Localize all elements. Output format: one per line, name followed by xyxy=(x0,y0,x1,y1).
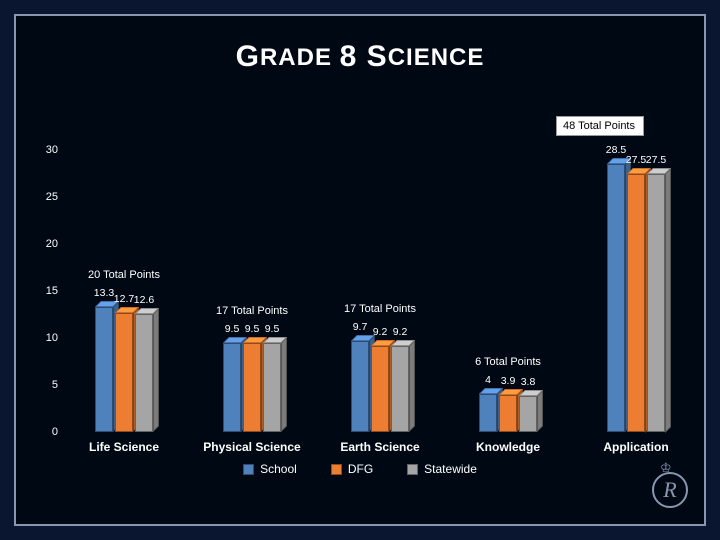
value-label: 9.2 xyxy=(373,326,388,338)
y-tick: 5 xyxy=(32,379,58,391)
y-tick: 30 xyxy=(32,144,58,156)
value-label: 28.5 xyxy=(606,144,626,156)
value-label: 27.5 xyxy=(646,154,666,166)
bar: 9.2 xyxy=(391,346,409,432)
group-total-label: 17 Total Points xyxy=(344,303,416,315)
bar-group: Earth Science17 Total Points9.79.29.2 xyxy=(350,150,410,432)
bar: 4 xyxy=(479,394,497,432)
legend-swatch-school xyxy=(243,464,254,475)
bar: 12.6 xyxy=(135,314,153,432)
bar: 27.5 xyxy=(647,174,665,433)
title-8: 8 xyxy=(340,40,367,73)
total-points-callout: 48 Total Points xyxy=(556,116,644,136)
legend-item-dfg: DFG xyxy=(331,462,373,476)
legend-label-statewide: Statewide xyxy=(424,462,477,476)
total-points-callout-text: 48 Total Points xyxy=(563,120,635,132)
value-label: 4 xyxy=(485,374,491,386)
emblem-letter: R xyxy=(652,472,688,508)
category-label: Life Science xyxy=(89,440,159,454)
legend: School DFG Statewide xyxy=(16,462,704,476)
value-label: 9.5 xyxy=(245,323,260,335)
slide-title: GRADE 8 SCIENCE xyxy=(16,40,704,74)
category-label: Physical Science xyxy=(203,440,300,454)
y-tick: 25 xyxy=(32,191,58,203)
chart-area: 051015202530 Life Science20 Total Points… xyxy=(60,150,696,432)
title-cience: CIENCE xyxy=(388,44,485,71)
title-rade: RADE xyxy=(260,44,340,71)
bar-group: Application28.527.527.5 xyxy=(606,150,666,432)
bar: 3.9 xyxy=(499,395,517,432)
bar: 9.2 xyxy=(371,346,389,432)
value-label: 3.8 xyxy=(521,376,536,388)
value-label: 9.5 xyxy=(265,323,280,335)
legend-label-school: School xyxy=(260,462,297,476)
y-axis: 051015202530 xyxy=(32,150,58,432)
category-label: Application xyxy=(603,440,668,454)
category-label: Earth Science xyxy=(340,440,419,454)
bar-group: Knowledge6 Total Points43.93.8 xyxy=(478,150,538,432)
value-label: 27.5 xyxy=(626,154,646,166)
bar: 13.3 xyxy=(95,307,113,432)
school-emblem: ♔ R xyxy=(646,462,694,516)
y-tick: 0 xyxy=(32,426,58,438)
bar-group: Physical Science17 Total Points9.59.59.5 xyxy=(222,150,282,432)
slide-frame: GRADE 8 SCIENCE 48 Total Points 05101520… xyxy=(0,0,720,540)
bar: 12.7 xyxy=(115,313,133,432)
bar-group: Life Science20 Total Points13.312.712.6 xyxy=(94,150,154,432)
category-label: Knowledge xyxy=(476,440,540,454)
bar: 27.5 xyxy=(627,174,645,433)
bar: 9.7 xyxy=(351,341,369,432)
y-tick: 15 xyxy=(32,285,58,297)
group-total-label: 6 Total Points xyxy=(475,356,541,368)
value-label: 3.9 xyxy=(501,375,516,387)
value-label: 9.5 xyxy=(225,323,240,335)
y-tick: 20 xyxy=(32,238,58,250)
legend-swatch-dfg xyxy=(331,464,342,475)
y-tick: 10 xyxy=(32,332,58,344)
bar: 3.8 xyxy=(519,396,537,432)
bar: 9.5 xyxy=(223,343,241,432)
value-label: 12.6 xyxy=(134,294,154,306)
plot-area: Life Science20 Total Points13.312.712.6 P… xyxy=(60,150,696,432)
bar: 9.5 xyxy=(263,343,281,432)
value-label: 9.7 xyxy=(353,321,368,333)
inner-frame: GRADE 8 SCIENCE 48 Total Points 05101520… xyxy=(14,14,706,526)
legend-label-dfg: DFG xyxy=(348,462,373,476)
legend-swatch-statewide xyxy=(407,464,418,475)
bar: 9.5 xyxy=(243,343,261,432)
value-label: 9.2 xyxy=(393,326,408,338)
title-g: G xyxy=(236,40,260,73)
value-label: 13.3 xyxy=(94,287,114,299)
title-s: S xyxy=(367,40,388,73)
legend-item-school: School xyxy=(243,462,297,476)
group-total-label: 17 Total Points xyxy=(216,305,288,317)
bar: 28.5 xyxy=(607,164,625,432)
value-label: 12.7 xyxy=(114,293,134,305)
group-total-label: 20 Total Points xyxy=(88,269,160,281)
legend-item-statewide: Statewide xyxy=(407,462,477,476)
